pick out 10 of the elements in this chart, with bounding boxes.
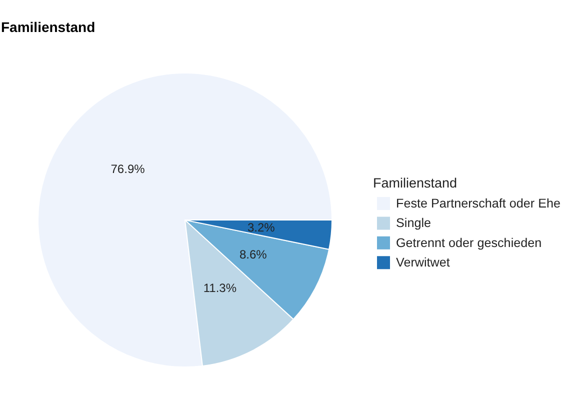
legend-label: Verwitwet [396, 256, 450, 270]
legend-title: Familienstand [373, 176, 458, 190]
data-label: 11.3% [203, 281, 237, 296]
legend-label: Single [396, 216, 432, 230]
legend-label: Getrennt oder geschieden [396, 236, 542, 250]
legend-label: Feste Partnerschaft oder Ehe [396, 196, 561, 210]
data-label: 76.9% [110, 162, 146, 176]
data-label: 3.2% [247, 220, 276, 235]
chart-title: Familienstand [1, 19, 96, 35]
data-label: 8.6% [239, 248, 268, 262]
